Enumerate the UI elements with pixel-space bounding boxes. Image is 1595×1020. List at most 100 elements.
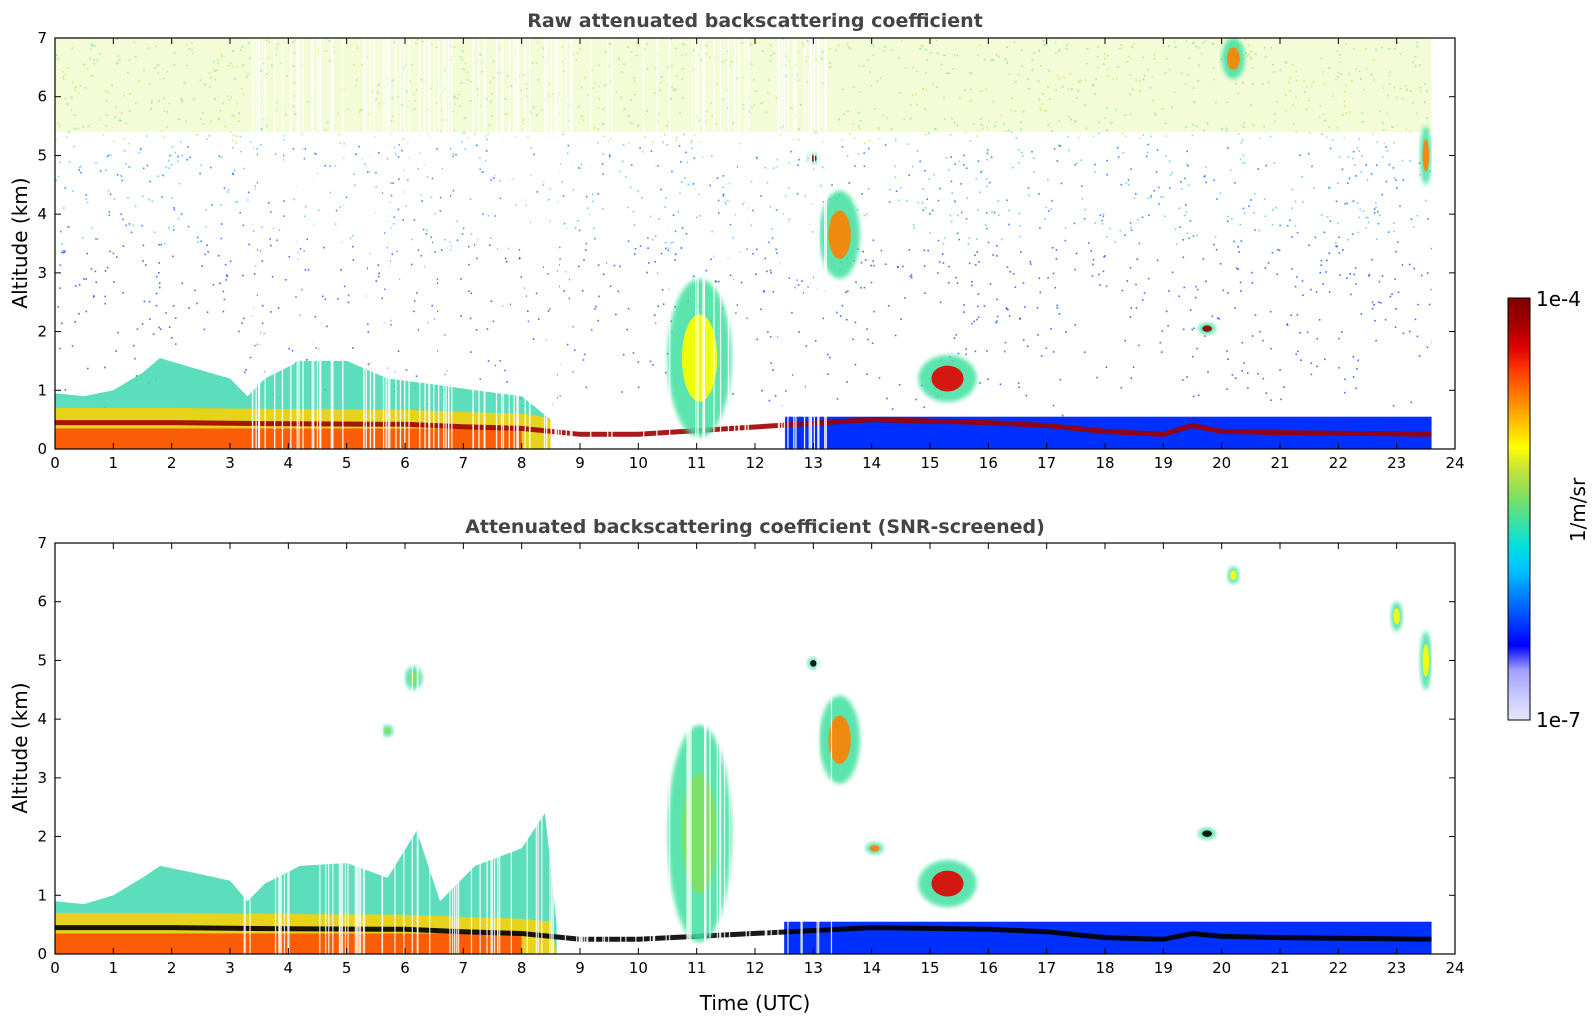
noise-pixel xyxy=(1323,82,1326,85)
noise-pixel xyxy=(1329,187,1331,189)
noise-pixel xyxy=(787,60,790,62)
noise-pixel xyxy=(1153,58,1156,60)
noise-pixel xyxy=(944,118,946,121)
gap-stripe xyxy=(330,38,332,449)
noise-pixel xyxy=(105,114,108,116)
noise-pixel xyxy=(1153,54,1156,56)
noise-pixel xyxy=(226,274,228,276)
noise-pixel xyxy=(460,82,463,84)
noise-pixel xyxy=(971,322,973,325)
noise-pixel xyxy=(766,270,768,273)
noise-pixel xyxy=(1381,46,1383,49)
noise-pixel xyxy=(1240,141,1243,144)
noise-pixel xyxy=(531,62,534,64)
noise-pixel xyxy=(1135,283,1137,286)
noise-pixel xyxy=(232,146,234,149)
noise-pixel xyxy=(582,359,585,361)
noise-pixel xyxy=(604,84,606,87)
gap-stripe xyxy=(278,543,280,954)
noise-pixel xyxy=(228,99,231,101)
noise-pixel xyxy=(286,75,288,77)
panel-screened-ylabel: Altitude (km) xyxy=(8,682,32,813)
gap-stripe xyxy=(281,38,284,449)
noise-pixel xyxy=(468,263,470,266)
noise-pixel xyxy=(770,272,772,274)
noise-pixel xyxy=(1338,61,1341,63)
noise-pixel xyxy=(248,191,250,194)
gap-stripe xyxy=(703,38,705,449)
noise-pixel xyxy=(1198,64,1200,67)
noise-pixel xyxy=(514,79,517,81)
noise-pixel xyxy=(749,44,752,46)
noise-pixel xyxy=(1338,252,1341,254)
noise-pixel xyxy=(887,305,890,307)
noise-pixel xyxy=(352,245,354,248)
noise-pixel xyxy=(1347,182,1349,184)
noise-pixel xyxy=(1003,350,1006,353)
x-tick-label: 14 xyxy=(862,959,881,977)
noise-pixel xyxy=(1352,376,1355,378)
noise-pixel xyxy=(1373,212,1376,214)
noise-pixel xyxy=(1336,126,1338,129)
noise-pixel xyxy=(536,191,539,193)
noise-pixel xyxy=(230,131,233,133)
noise-pixel xyxy=(987,241,990,244)
noise-pixel xyxy=(188,307,190,309)
noise-pixel xyxy=(1205,166,1207,168)
noise-pixel xyxy=(68,160,71,163)
gap-stripe xyxy=(586,543,588,954)
noise-pixel xyxy=(143,300,146,303)
gap-stripe xyxy=(428,38,430,449)
noise-pixel xyxy=(1101,219,1103,222)
gap-stripe xyxy=(824,38,826,449)
noise-pixel xyxy=(996,255,998,257)
noise-pixel xyxy=(234,201,237,203)
noise-pixel xyxy=(64,97,67,100)
noise-pixel xyxy=(862,250,864,253)
cloud-core xyxy=(681,314,718,402)
noise-pixel xyxy=(935,39,938,42)
gap-stripe xyxy=(387,38,389,449)
noise-pixel xyxy=(900,318,902,320)
noise-pixel xyxy=(89,57,92,60)
noise-pixel xyxy=(404,63,407,66)
noise-pixel xyxy=(1063,76,1065,78)
noise-pixel xyxy=(470,233,473,235)
noise-pixel xyxy=(398,143,401,146)
noise-pixel xyxy=(439,196,442,199)
noise-pixel xyxy=(1099,214,1102,216)
noise-pixel xyxy=(267,57,269,60)
noise-pixel xyxy=(681,78,684,80)
noise-pixel xyxy=(1291,104,1294,107)
noise-pixel xyxy=(637,361,640,363)
noise-pixel xyxy=(1040,109,1042,111)
noise-pixel xyxy=(980,90,982,92)
noise-pixel xyxy=(636,54,638,57)
noise-pixel xyxy=(938,261,941,263)
noise-pixel xyxy=(168,102,171,105)
noise-pixel xyxy=(393,223,395,225)
noise-pixel xyxy=(1249,56,1252,59)
noise-pixel xyxy=(1028,194,1030,197)
noise-pixel xyxy=(306,238,308,241)
gap-stripe xyxy=(394,543,396,954)
noise-pixel xyxy=(200,118,202,120)
noise-pixel xyxy=(1365,216,1368,219)
noise-pixel xyxy=(487,133,489,135)
gap-stripe xyxy=(594,543,596,954)
noise-pixel xyxy=(1262,339,1264,342)
noise-pixel xyxy=(434,212,436,215)
noise-pixel xyxy=(1171,172,1174,174)
noise-pixel xyxy=(1094,171,1096,173)
noise-pixel xyxy=(977,293,980,295)
gap-stripe xyxy=(417,543,419,954)
x-tick-label: 16 xyxy=(979,959,998,977)
noise-pixel xyxy=(592,87,595,89)
noise-pixel xyxy=(59,264,62,267)
noise-pixel xyxy=(1361,154,1363,157)
noise-pixel xyxy=(60,230,62,233)
noise-pixel xyxy=(208,72,211,75)
noise-pixel xyxy=(1077,90,1079,92)
noise-pixel xyxy=(1368,273,1371,276)
noise-pixel xyxy=(556,98,559,101)
